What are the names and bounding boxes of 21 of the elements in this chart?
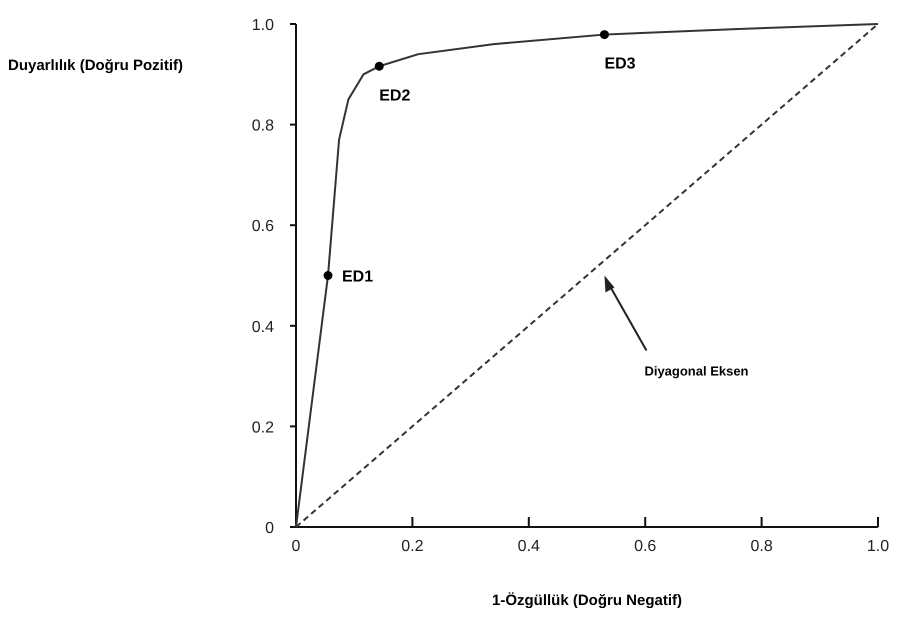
x-tick-label: 0.2 [401,538,424,555]
y-tick-label: 0 [265,520,274,537]
y-tick-label: 1.0 [252,17,274,34]
point [324,271,333,280]
point [600,30,609,40]
y-tick-label: 0.4 [252,318,274,336]
point [374,62,384,71]
x-tick-label: 0.4 [518,538,540,555]
annotation: ED1 [342,268,374,286]
x-tick-label: 0.8 [750,538,773,555]
annotation: ED3 [604,56,636,73]
y-tick-label: 0.8 [252,118,274,135]
x-tick-label: 0.6 [634,538,656,555]
annotation: Diyagonal Eksen [644,364,749,378]
annotation: ED2 [379,87,410,104]
x-tick-label: 0 [292,538,301,555]
y-tick-label: 0.2 [252,419,274,436]
y-tick-label: 0.6 [252,218,274,236]
x-tick-label: 1.0 [866,538,890,555]
x-axis-title: 1-Özgüllük (Doğru Negatif) [492,592,682,609]
y-axis-title: Duyarlılık (Doğru Pozitif) [8,57,184,74]
